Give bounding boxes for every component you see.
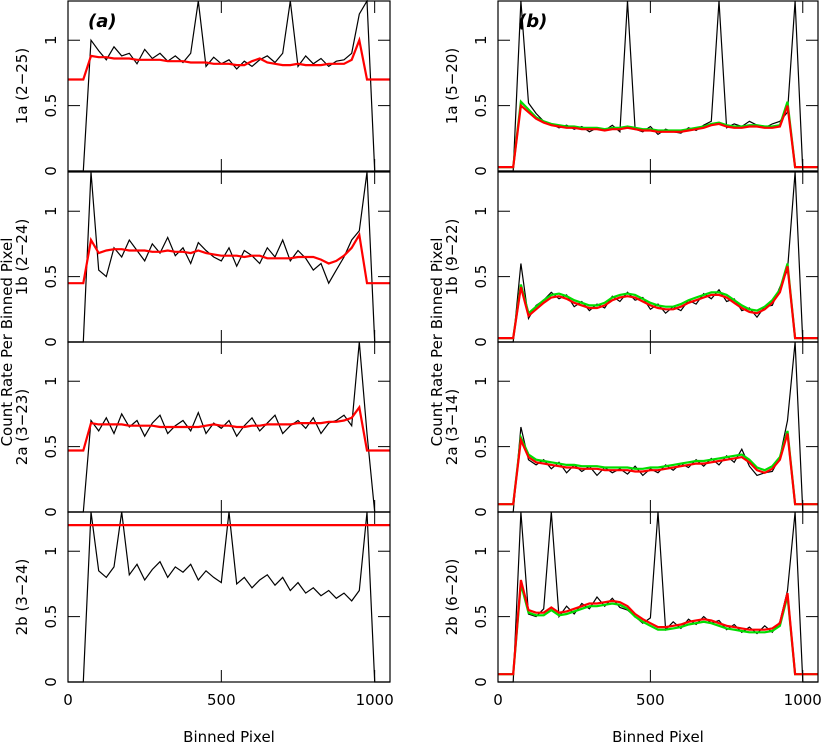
y-tick-label: 0.5 [472, 435, 490, 459]
panel-frame [497, 511, 819, 683]
x-tick-label: 1000 [784, 691, 822, 709]
x-axis-label: Binned Pixel [612, 728, 704, 746]
data-line [68, 511, 390, 683]
y-tick-label: 0 [42, 166, 60, 176]
x-tick-label: 500 [207, 691, 236, 709]
panel-label: (b) [518, 11, 547, 32]
x-tick-label: 0 [493, 691, 503, 709]
x-tick-label: 0 [63, 691, 73, 709]
y-tick-label: 0.5 [472, 265, 490, 289]
panel-frame [67, 511, 391, 683]
y-tick-label: 0 [42, 507, 60, 517]
data-line [498, 433, 818, 506]
y-tick-label: 0.5 [472, 605, 490, 629]
x-tick-label: 500 [636, 691, 665, 709]
y-axis-label: 1a (2−25) [13, 48, 31, 124]
data-line [498, 103, 818, 169]
data-line [498, 579, 818, 676]
data-line [498, 583, 818, 676]
y-tick-label: 1 [42, 35, 60, 45]
y-tick-label: 0 [472, 166, 490, 176]
panel-label: (a) [88, 11, 117, 32]
y-axis-label: 2a (3−14) [443, 389, 461, 465]
y-tick-label: 1 [472, 35, 490, 45]
shared-y-label: Count Rate Per Binned Pixel [428, 238, 446, 447]
x-tick-label: 1000 [356, 691, 394, 709]
data-line [498, 265, 818, 340]
data-line [68, 171, 390, 343]
y-tick-label: 0 [472, 507, 490, 517]
data-line [498, 171, 818, 343]
y-tick-label: 1 [472, 376, 490, 386]
y-axis-label: 2a (3−23) [13, 389, 31, 465]
y-tick-label: 1 [42, 546, 60, 556]
data-line [498, 341, 818, 513]
panel-frame [67, 0, 391, 172]
y-tick-label: 0 [42, 677, 60, 687]
y-axis-label: 1b (2−24) [13, 219, 31, 296]
y-axis-label: 1a (5−20) [443, 48, 461, 124]
y-tick-label: 0.5 [42, 435, 60, 459]
panel-frame [497, 171, 819, 343]
y-tick-label: 1 [42, 206, 60, 216]
panel-frame [497, 0, 819, 172]
y-tick-label: 0 [472, 677, 490, 687]
data-line [68, 36, 390, 81]
y-axis-label: 2b (3−24) [13, 559, 31, 636]
y-tick-label: 1 [472, 546, 490, 556]
data-line [68, 0, 390, 172]
y-tick-label: 0 [472, 337, 490, 347]
data-line [68, 231, 390, 285]
y-tick-label: 0.5 [472, 94, 490, 118]
y-tick-label: 0 [42, 337, 60, 347]
x-axis-label: Binned Pixel [183, 728, 275, 746]
data-line [498, 511, 818, 683]
y-tick-label: 0.5 [42, 265, 60, 289]
data-line [498, 430, 818, 506]
y-tick-label: 0.5 [42, 605, 60, 629]
y-axis-label: 2b (6−20) [443, 559, 461, 636]
panel-frame [497, 341, 819, 513]
data-line [498, 99, 818, 169]
y-tick-label: 0.5 [42, 94, 60, 118]
data-line [498, 263, 818, 340]
y-tick-label: 1 [472, 206, 490, 216]
shared-y-label: Count Rate Per Binned Pixel [0, 238, 16, 447]
data-line [68, 341, 390, 513]
y-axis-label: 1b (9−22) [443, 219, 461, 296]
y-tick-label: 1 [42, 376, 60, 386]
data-line [68, 404, 390, 452]
